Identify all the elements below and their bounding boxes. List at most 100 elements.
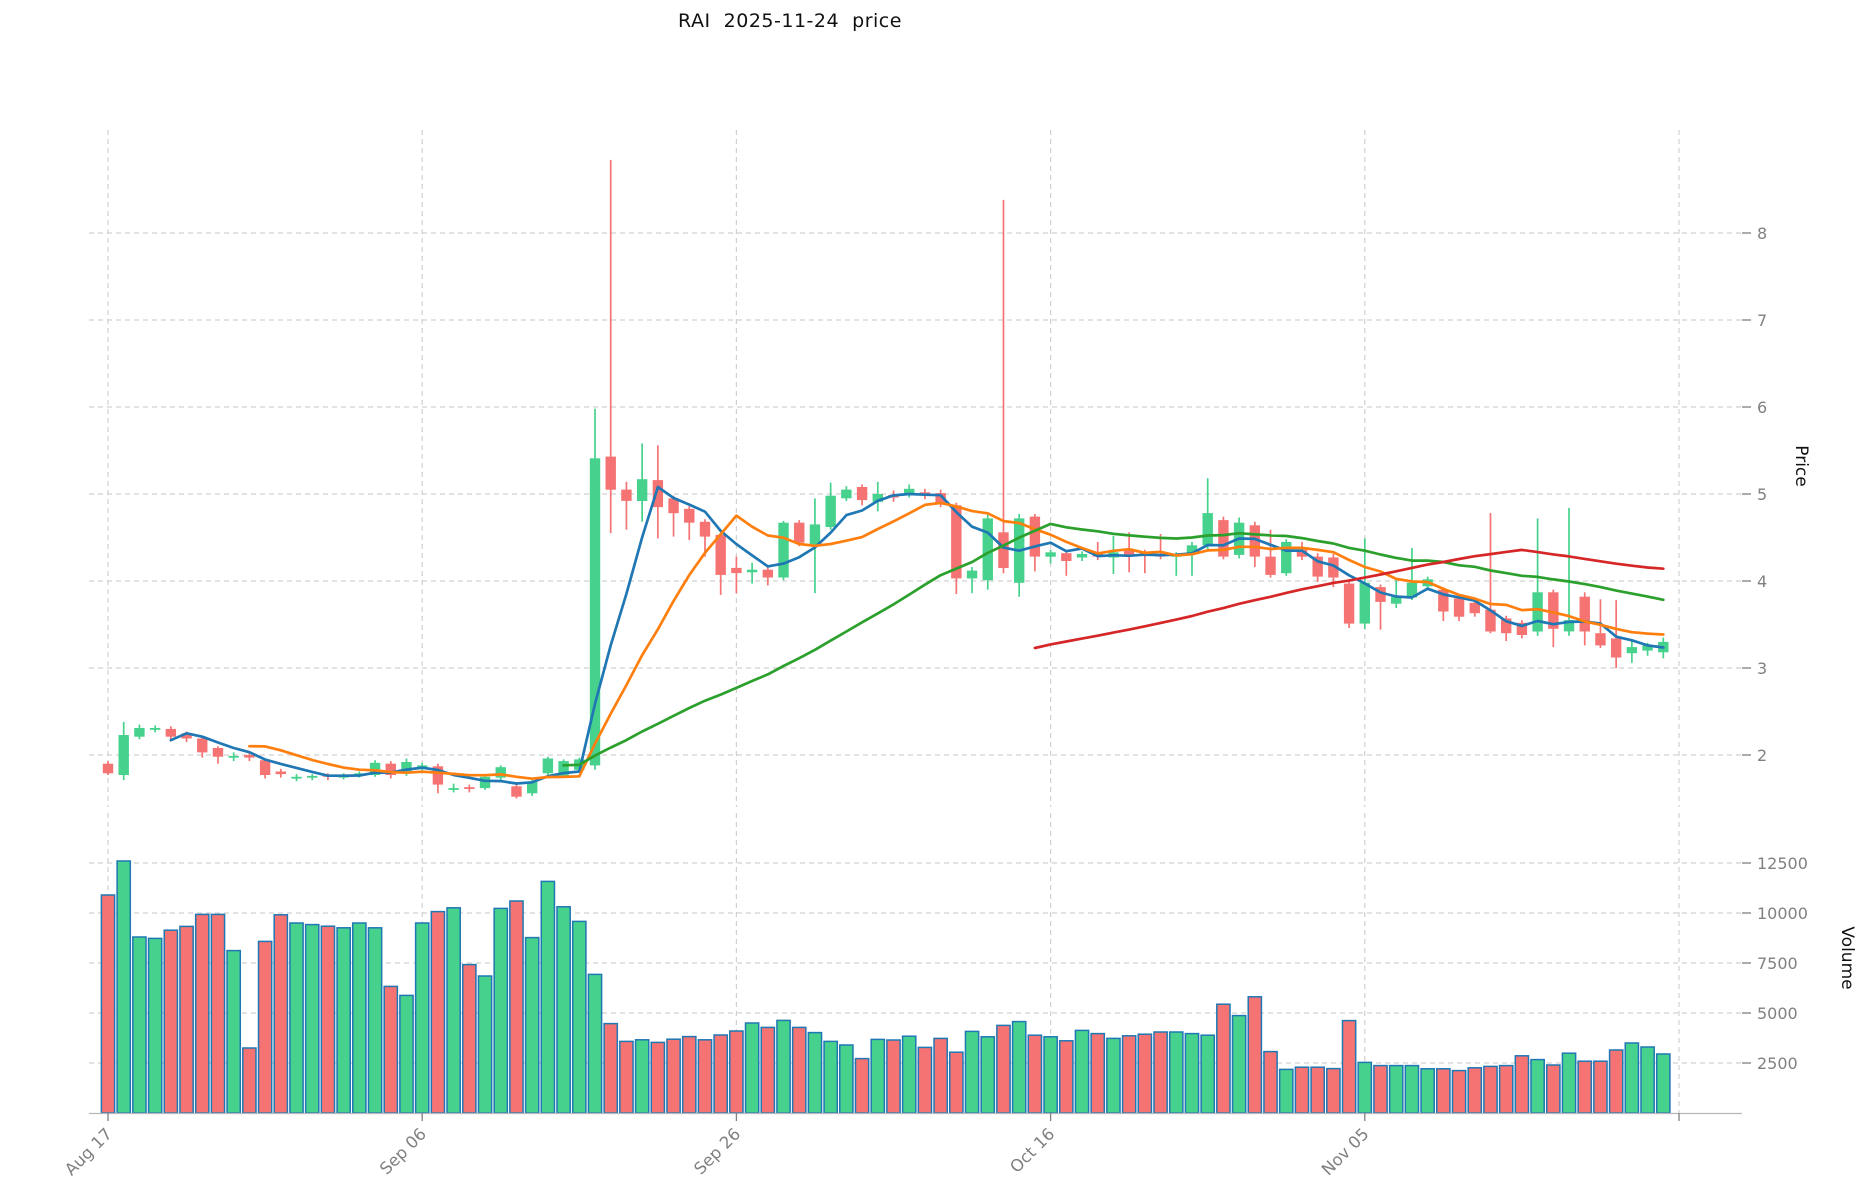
ma10-line	[248, 501, 1665, 781]
candle-body	[511, 786, 522, 797]
candle-body	[197, 738, 208, 753]
volume-bar	[257, 940, 273, 1114]
candle-body	[118, 735, 129, 775]
volume-bar	[571, 920, 587, 1114]
price-tick-label: 5	[1757, 485, 1767, 504]
candle-body	[935, 493, 946, 503]
candle-body	[621, 489, 632, 501]
candle-body	[1249, 525, 1261, 557]
candle-body	[856, 487, 868, 501]
candle-body	[1343, 583, 1355, 624]
volume-bar	[461, 963, 477, 1114]
volume-bar	[1514, 1055, 1530, 1114]
volume-bar	[100, 894, 116, 1114]
price-tick-label: 3	[1757, 659, 1767, 678]
volume-bar	[446, 907, 461, 1114]
volume-bar	[132, 936, 147, 1114]
volume-tick-label: 2500	[1757, 1054, 1798, 1073]
volume-bar	[1278, 1068, 1294, 1114]
candle-body	[746, 569, 758, 573]
volume-bar	[556, 906, 571, 1114]
candle-body	[1045, 552, 1056, 557]
candle-body	[966, 570, 978, 579]
volume-bar	[713, 1034, 729, 1114]
candlesticks	[102, 159, 1669, 799]
candle-body	[102, 763, 114, 774]
volume-bar	[304, 923, 320, 1114]
candle-body	[542, 758, 554, 774]
candle-body	[1485, 609, 1496, 632]
volume-bar	[320, 925, 336, 1114]
volume-bars	[100, 860, 1671, 1114]
volume-bar	[681, 1035, 697, 1114]
volume-bar	[1436, 1068, 1451, 1114]
volume-bar	[1577, 1060, 1593, 1114]
volume-bar	[587, 973, 603, 1114]
volume-bar	[273, 914, 289, 1114]
volume-bar	[1483, 1065, 1498, 1114]
candle-body	[369, 762, 381, 775]
date-tick-label: Sep 26	[690, 1124, 744, 1178]
price-tick-label: 6	[1757, 398, 1767, 417]
volume-bar	[1451, 1069, 1467, 1114]
volume-bar	[1593, 1060, 1608, 1114]
candle-body	[401, 762, 412, 774]
volume-tick-label: 5000	[1757, 1004, 1798, 1023]
volume-bar	[1608, 1049, 1624, 1114]
candle-body	[699, 521, 711, 537]
candle-body	[1312, 556, 1323, 577]
volume-bar	[1200, 1034, 1216, 1114]
volume-bar	[1011, 1020, 1027, 1114]
candle-body	[464, 787, 475, 789]
volume-bar	[509, 900, 524, 1114]
candle-body	[1516, 622, 1528, 635]
volume-bar	[901, 1035, 917, 1114]
volume-bar	[1043, 1036, 1058, 1114]
volume-bar	[948, 1051, 964, 1114]
candle-body	[291, 776, 302, 779]
candle-body	[212, 748, 224, 757]
candle-body	[228, 755, 239, 758]
volume-bar	[399, 994, 414, 1114]
volume-bar	[383, 985, 399, 1114]
volume-tick-label: 12500	[1757, 854, 1808, 873]
price-tick-label: 8	[1757, 224, 1767, 243]
volume-bar	[807, 1031, 823, 1114]
volume-bar	[430, 910, 446, 1114]
volume-bar	[823, 1040, 839, 1114]
candle-body	[636, 479, 648, 501]
volume-bar	[729, 1030, 744, 1114]
candle-body	[825, 495, 836, 527]
candle-body	[1579, 596, 1590, 632]
volume-bar	[870, 1038, 886, 1114]
date-tick-label: Nov 05	[1318, 1124, 1373, 1179]
candle-body	[1296, 549, 1308, 557]
volume-bar	[336, 927, 351, 1114]
candle-body	[1500, 618, 1512, 634]
price-tick-label: 2	[1757, 746, 1767, 765]
candle-body	[872, 494, 883, 502]
volume-bar	[210, 913, 226, 1114]
volume-bar	[634, 1039, 650, 1114]
candle-body	[684, 508, 695, 523]
candle-body	[448, 788, 459, 790]
volume-bar	[619, 1040, 634, 1114]
date-tick-label: Sep 06	[376, 1124, 430, 1178]
candle-body	[1218, 520, 1229, 557]
volume-bar	[839, 1044, 854, 1114]
volume-bar	[1153, 1031, 1168, 1114]
candle-body	[1438, 589, 1449, 612]
volume-bar	[1341, 1019, 1357, 1114]
volume-bar	[1168, 1031, 1184, 1114]
price-tick-label: 4	[1757, 572, 1767, 591]
volume-bar	[996, 1024, 1011, 1114]
volume-tick-label: 10000	[1757, 904, 1808, 923]
candle-body	[668, 498, 679, 514]
volume-bar	[414, 922, 430, 1114]
volume-bar	[1404, 1064, 1420, 1114]
volume-bar	[1420, 1068, 1435, 1114]
volume-axis-label: Volume	[1837, 926, 1857, 990]
candle-body	[1610, 638, 1622, 658]
candle-body	[165, 728, 177, 737]
